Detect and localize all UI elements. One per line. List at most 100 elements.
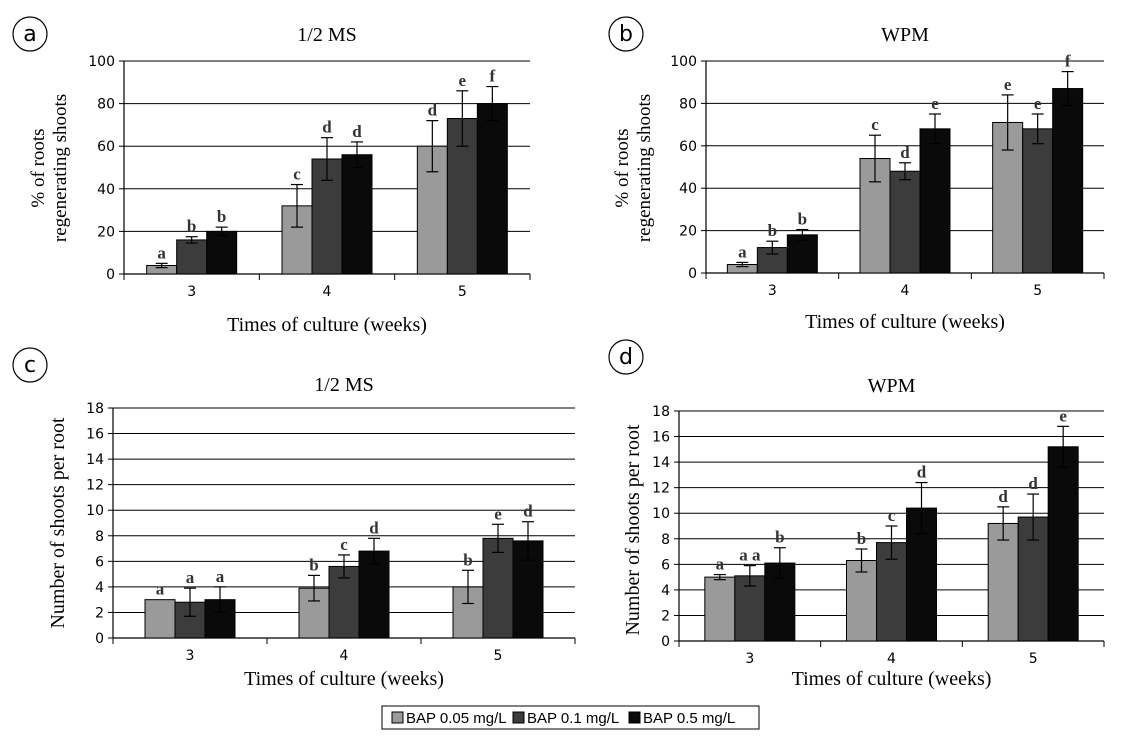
bar xyxy=(1017,516,1049,642)
y-tick-label: 6 xyxy=(661,557,670,573)
y-tick-label: 4 xyxy=(661,583,670,599)
y-axis-label-line: % of roots xyxy=(612,128,633,207)
bar xyxy=(281,205,313,275)
bar xyxy=(476,103,508,275)
panel-letter: c xyxy=(24,353,36,378)
bar xyxy=(704,576,736,642)
legend-label: BAP 0.05 mg/L xyxy=(406,710,507,727)
significance-letter: f xyxy=(1065,52,1071,71)
y-axis-label: % of rootsregenerating shoots xyxy=(28,94,71,242)
y-axis-label: % of rootsregenerating shoots xyxy=(612,94,655,242)
y-tick-label: 100 xyxy=(88,54,115,70)
legend: BAP 0.05 mg/L BAP 0.1 mg/L BAP 0.5 mg/L xyxy=(381,705,760,730)
significance-letter: b xyxy=(463,550,472,569)
significance-letter: e xyxy=(1059,406,1067,425)
chart-title: WPM xyxy=(881,24,929,46)
bar xyxy=(482,537,514,639)
significance-letter: d xyxy=(917,463,927,482)
y-tick-label: 6 xyxy=(95,554,104,570)
y-tick-label: 40 xyxy=(679,181,697,197)
significance-letter: b xyxy=(217,207,226,226)
legend-swatch xyxy=(512,711,525,724)
significance-letter: a a xyxy=(739,546,761,565)
x-tick-label: 5 xyxy=(1029,651,1038,667)
bar xyxy=(1047,446,1079,642)
bar xyxy=(298,587,330,639)
significance-letter: d xyxy=(1028,474,1038,493)
significance-letter: e xyxy=(1034,94,1042,113)
x-tick-label: 5 xyxy=(1033,283,1042,299)
x-tick-label: 4 xyxy=(340,648,349,664)
y-tick-label: 12 xyxy=(86,478,104,494)
y-axis-label-line: regenerating shoots xyxy=(50,94,71,242)
y-axis-label-line: % of roots xyxy=(28,128,49,207)
bar xyxy=(1022,128,1054,274)
y-axis-label-line: Number of shoots per root xyxy=(622,424,644,636)
chart-title: WPM xyxy=(868,375,916,397)
significance-letter: e xyxy=(931,94,939,113)
y-tick-label: 18 xyxy=(652,404,670,420)
significance-letter: c xyxy=(871,115,879,134)
chart-title: 1/2 MS xyxy=(297,24,356,46)
significance-letter: b xyxy=(857,529,866,548)
y-tick-label: 80 xyxy=(97,97,115,113)
x-tick-label: 3 xyxy=(186,648,195,664)
significance-letter: a xyxy=(738,242,747,261)
y-tick-label: 40 xyxy=(97,182,115,198)
y-tick-label: 10 xyxy=(652,506,670,522)
y-axis-label: Number of shoots per root xyxy=(622,424,644,636)
y-tick-label: 2 xyxy=(661,608,670,624)
significance-letter: d xyxy=(369,518,379,537)
significance-letter: a xyxy=(157,243,166,262)
significance-letter: c xyxy=(293,165,301,184)
significance-letter: e xyxy=(459,71,467,90)
bar xyxy=(846,560,877,642)
bar xyxy=(889,170,921,274)
panel-letter-circle xyxy=(12,16,48,52)
x-tick-label: 3 xyxy=(187,284,196,300)
significance-letter: d xyxy=(998,487,1008,506)
x-tick-label: 4 xyxy=(901,283,910,299)
panel-letter-circle xyxy=(608,339,644,375)
legend-swatch xyxy=(391,711,404,724)
significance-letter: e xyxy=(494,504,502,523)
x-axis-label: Times of culture (weeks) xyxy=(805,311,1005,333)
y-tick-label: 10 xyxy=(86,503,104,519)
y-tick-label: 100 xyxy=(670,54,697,70)
significance-letter: b xyxy=(798,210,807,229)
y-axis-label-line: Number of shoots per root xyxy=(47,417,69,629)
y-tick-label: 14 xyxy=(86,452,104,468)
chart-panel-b: b WPM 0 20 40 60 80 100 3 4 5 a c e b d e b e f % of rootsre… xyxy=(608,16,1105,333)
y-tick-label: 20 xyxy=(97,224,115,240)
y-tick-label: 0 xyxy=(95,631,104,647)
y-tick-label: 16 xyxy=(86,427,104,443)
panel-letter: d xyxy=(619,345,633,370)
y-tick-label: 8 xyxy=(661,532,670,548)
y-tick-label: 8 xyxy=(95,529,104,545)
y-tick-label: 80 xyxy=(679,96,697,112)
legend-box xyxy=(381,705,760,730)
x-axis-label: Times of culture (weeks) xyxy=(244,668,444,690)
x-tick-label: 5 xyxy=(458,284,467,300)
y-tick-label: 14 xyxy=(652,455,670,471)
y-axis-label-line: regenerating shoots xyxy=(634,94,655,242)
panel-letter: b xyxy=(619,22,633,47)
panel-letter-circle xyxy=(608,16,644,52)
y-tick-label: 18 xyxy=(86,401,104,417)
bar xyxy=(987,522,1019,642)
legend-swatch xyxy=(628,711,641,724)
x-tick-label: 5 xyxy=(494,648,503,664)
x-tick-label: 4 xyxy=(887,651,896,667)
significance-letter: d xyxy=(428,101,438,120)
significance-letter: b xyxy=(187,217,196,236)
y-axis-label: Number of shoots per root xyxy=(47,417,69,629)
y-tick-label: 4 xyxy=(95,580,104,596)
significance-letter: b xyxy=(775,528,784,547)
bar xyxy=(176,239,208,275)
significance-letter: e xyxy=(1004,75,1012,94)
chart-panel-d: d WPM 0 2 4 6 8 10 12 14 16 18 3 4 5 a b d a a c d b d e Number … xyxy=(608,339,1105,690)
panel-letter-circle xyxy=(12,347,48,383)
y-tick-label: 0 xyxy=(661,634,670,650)
x-axis-label: Times of culture (weeks) xyxy=(792,668,992,690)
